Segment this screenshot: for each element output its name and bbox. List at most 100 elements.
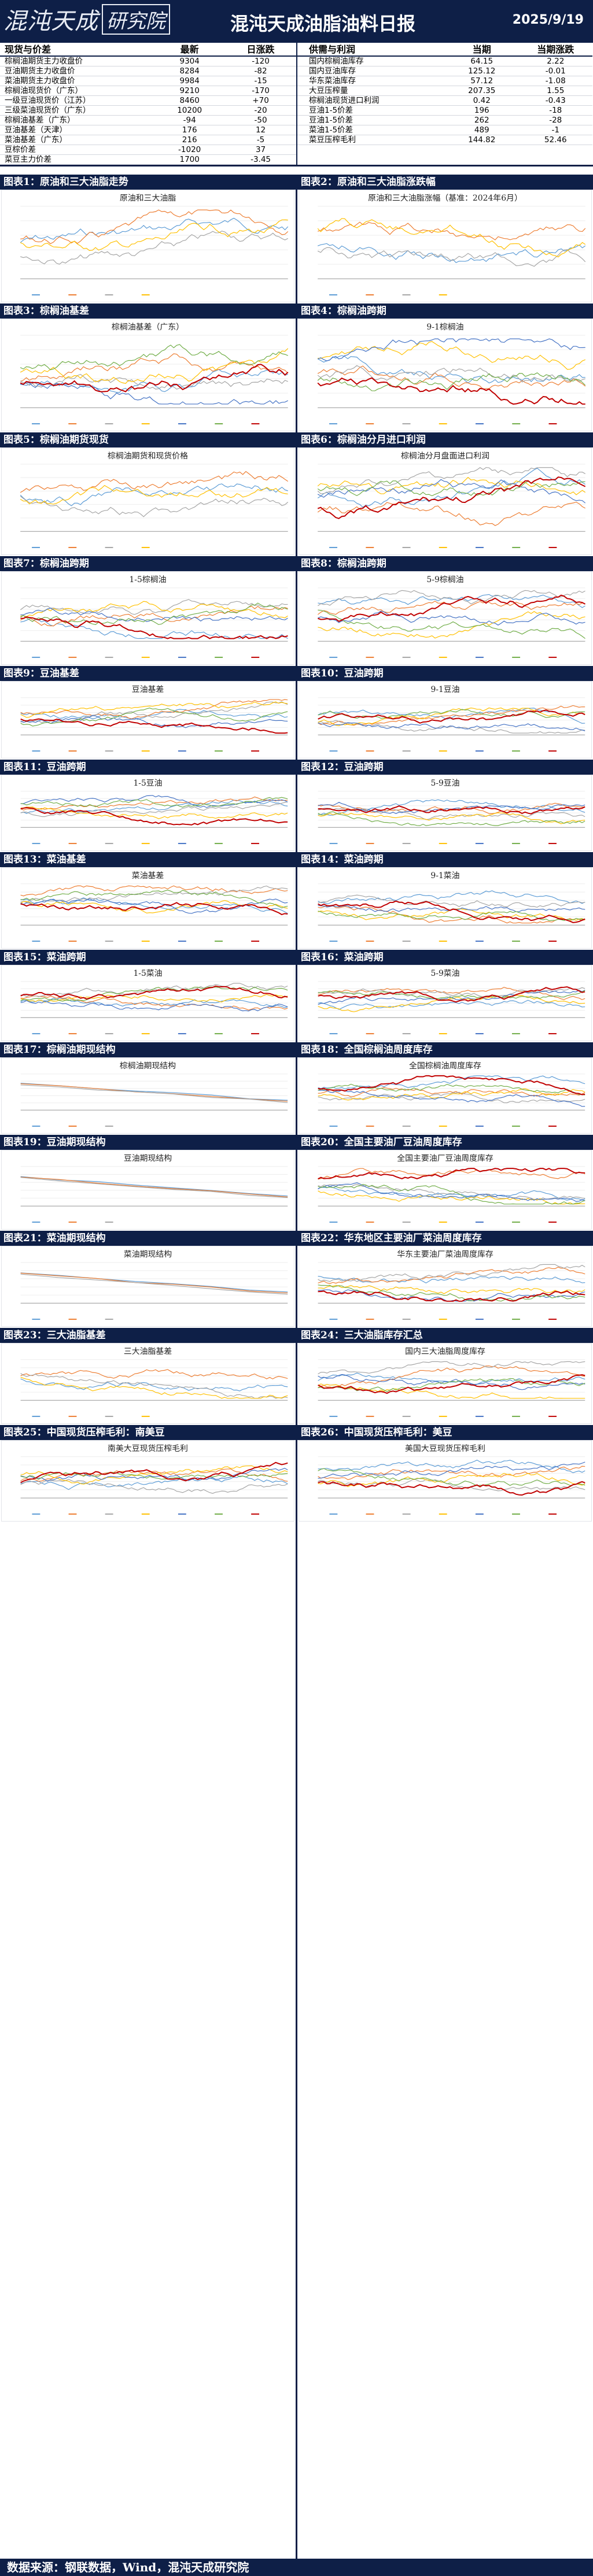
series-line (317, 501, 585, 526)
series-line (318, 1461, 585, 1479)
series-line (318, 708, 585, 724)
series-line (318, 1000, 585, 1010)
chart-svg: 全国棕榈油周度库存 (318, 1061, 585, 1127)
series-line (318, 890, 585, 905)
supply-cell: 489 (474, 125, 489, 135)
supply-row: 棕榈油现货进口利润 0.42 -0.43 (297, 96, 592, 106)
spot-cell: 8460 (179, 96, 200, 105)
chart-svg: 9-1豆油 (318, 685, 585, 752)
spot-cell: 豆棕价差 (5, 145, 36, 154)
series-line (318, 341, 585, 370)
spot-cell: 9304 (179, 57, 200, 66)
supply-row: 华东菜油库存 57.12 -1.08 (297, 76, 592, 86)
series-line (318, 1075, 585, 1095)
chart-svg: 1-5棕榈油 (20, 575, 288, 658)
spot-cell: 一级豆油现货价（江苏） (5, 96, 91, 105)
chart-svg: 5-9棕榈油 (318, 575, 585, 658)
spot-header-row: 现货与价差 最新 日涨跌 (0, 43, 296, 57)
series-line (20, 230, 289, 265)
supply-row: 豆油1-5价差 196 -18 (297, 106, 592, 116)
chart-svg: 三大油脂基差 (20, 1346, 288, 1417)
spot-cell: -82 (254, 66, 267, 76)
chart-title: 1-5豆油 (133, 779, 162, 788)
series-line (20, 344, 288, 371)
chart-svg: 9-1棕榈油 (317, 323, 586, 425)
chart-svg: 棕榈油期货和现货价格 (20, 451, 289, 549)
series-line (20, 369, 288, 393)
chart-area: 1-5棕榈油 (1, 571, 294, 665)
supply-header-cell: 当期 (472, 44, 491, 55)
spot-cell: +70 (252, 96, 269, 105)
chart-title: 菜油基差 (132, 871, 164, 880)
series-line (20, 699, 288, 720)
chart-svg: 1-5菜油 (20, 969, 288, 1035)
chart-title: 棕榈油期现结构 (120, 1061, 176, 1071)
series-line (20, 599, 288, 615)
supply-row: 豆油1-5价差 262 -28 (297, 116, 592, 125)
series-line (318, 1481, 585, 1496)
supply-cell: 豆油1-5价差 (309, 116, 353, 125)
supply-row: 菜油1-5价差 489 -1 (297, 125, 592, 135)
series-line (318, 911, 585, 921)
supply-cell: 207.35 (468, 86, 496, 95)
series-line (318, 1091, 585, 1104)
spot-cell: -94 (183, 116, 196, 125)
series-line (318, 709, 585, 719)
chart-panel: 图表22：华东地区主要油厂菜油周度库存 华东主要油厂菜油周度库存 (297, 1231, 593, 1327)
supply-header-cell: 当期涨跌 (537, 44, 574, 55)
series-line (317, 468, 586, 508)
chart-caption: 图表8：棕榈油跨期 (297, 556, 593, 571)
spot-row: 豆油基差（天津） 176 12 (0, 125, 296, 135)
supply-cell: -1.08 (545, 76, 566, 86)
series-line (318, 1190, 585, 1205)
series-line (20, 364, 289, 393)
spot-header-cell: 现货与价差 (5, 44, 51, 55)
series-line (20, 797, 288, 808)
series-line (318, 1365, 585, 1389)
series-line (318, 1472, 585, 1487)
chart-caption: 图表1：原油和三大油脂走势 (0, 175, 296, 190)
series-line (20, 485, 288, 505)
chart-panel: 图表19：豆油期现结构 豆油期现结构 (0, 1135, 296, 1230)
series-line (318, 705, 585, 726)
series-line (20, 1378, 288, 1391)
chart-panel: 图表23：三大油脂基差 三大油脂基差 (0, 1328, 296, 1424)
chart-area: 棕榈油期现结构 (1, 1057, 294, 1134)
spot-cell: -20 (254, 106, 267, 115)
series-line (318, 1264, 585, 1282)
series-line (318, 1089, 585, 1107)
supply-cell: 144.82 (468, 135, 496, 145)
spot-cell: 12 (255, 125, 266, 135)
chart-area: 豆油期现结构 (1, 1150, 294, 1230)
supply-cell: -1 (551, 125, 559, 135)
chart-caption: 图表25：中国现货压榨毛利：南美豆 (0, 1425, 296, 1440)
chart-caption: 图表14：菜油跨期 (297, 852, 593, 867)
chart-title: 豆油基差 (132, 684, 164, 694)
chart-title: 三大油脂基差 (124, 1346, 172, 1356)
series-line (20, 701, 288, 723)
spot-cell: 菜油基差（广东） (5, 135, 67, 145)
series-line (318, 709, 585, 724)
spot-row: 一级豆油现货价（江苏） 8460 +70 (0, 96, 296, 106)
series-line (318, 1087, 585, 1098)
series-line (318, 707, 585, 727)
chart-svg: 棕榈油基差（广东） (20, 322, 289, 425)
chart-panel: 图表16：菜油跨期 5-9菜油 (297, 950, 593, 1041)
spot-row: 三级菜油现货价（广东） 10200 -20 (0, 106, 296, 116)
series-line (318, 1361, 585, 1375)
chart-svg: 棕榈油分月盘面进口利润 (317, 451, 586, 549)
series-line (20, 209, 289, 245)
chart-caption: 图表6：棕榈油分月进口利润 (297, 432, 593, 447)
chart-title: 全国棕榈油周度库存 (409, 1061, 481, 1071)
series-line (20, 806, 288, 819)
chart-area: 9-1豆油 (299, 681, 592, 758)
chart-title: 原油和三大油脂涨幅（基准：2024年6月） (368, 193, 522, 203)
series-line (20, 701, 288, 718)
chart-caption: 图表15：菜油跨期 (0, 950, 296, 965)
chart-caption: 图表19：豆油期现结构 (0, 1135, 296, 1150)
chart-title: 9-1棕榈油 (426, 323, 463, 332)
spot-cell: 棕榈油基差（广东） (5, 116, 75, 125)
chart-caption: 图表10：豆油跨期 (297, 666, 593, 681)
supply-cell: 国内豆油库存 (309, 66, 356, 76)
chart-svg: 棕榈油期现结构 (20, 1061, 288, 1127)
